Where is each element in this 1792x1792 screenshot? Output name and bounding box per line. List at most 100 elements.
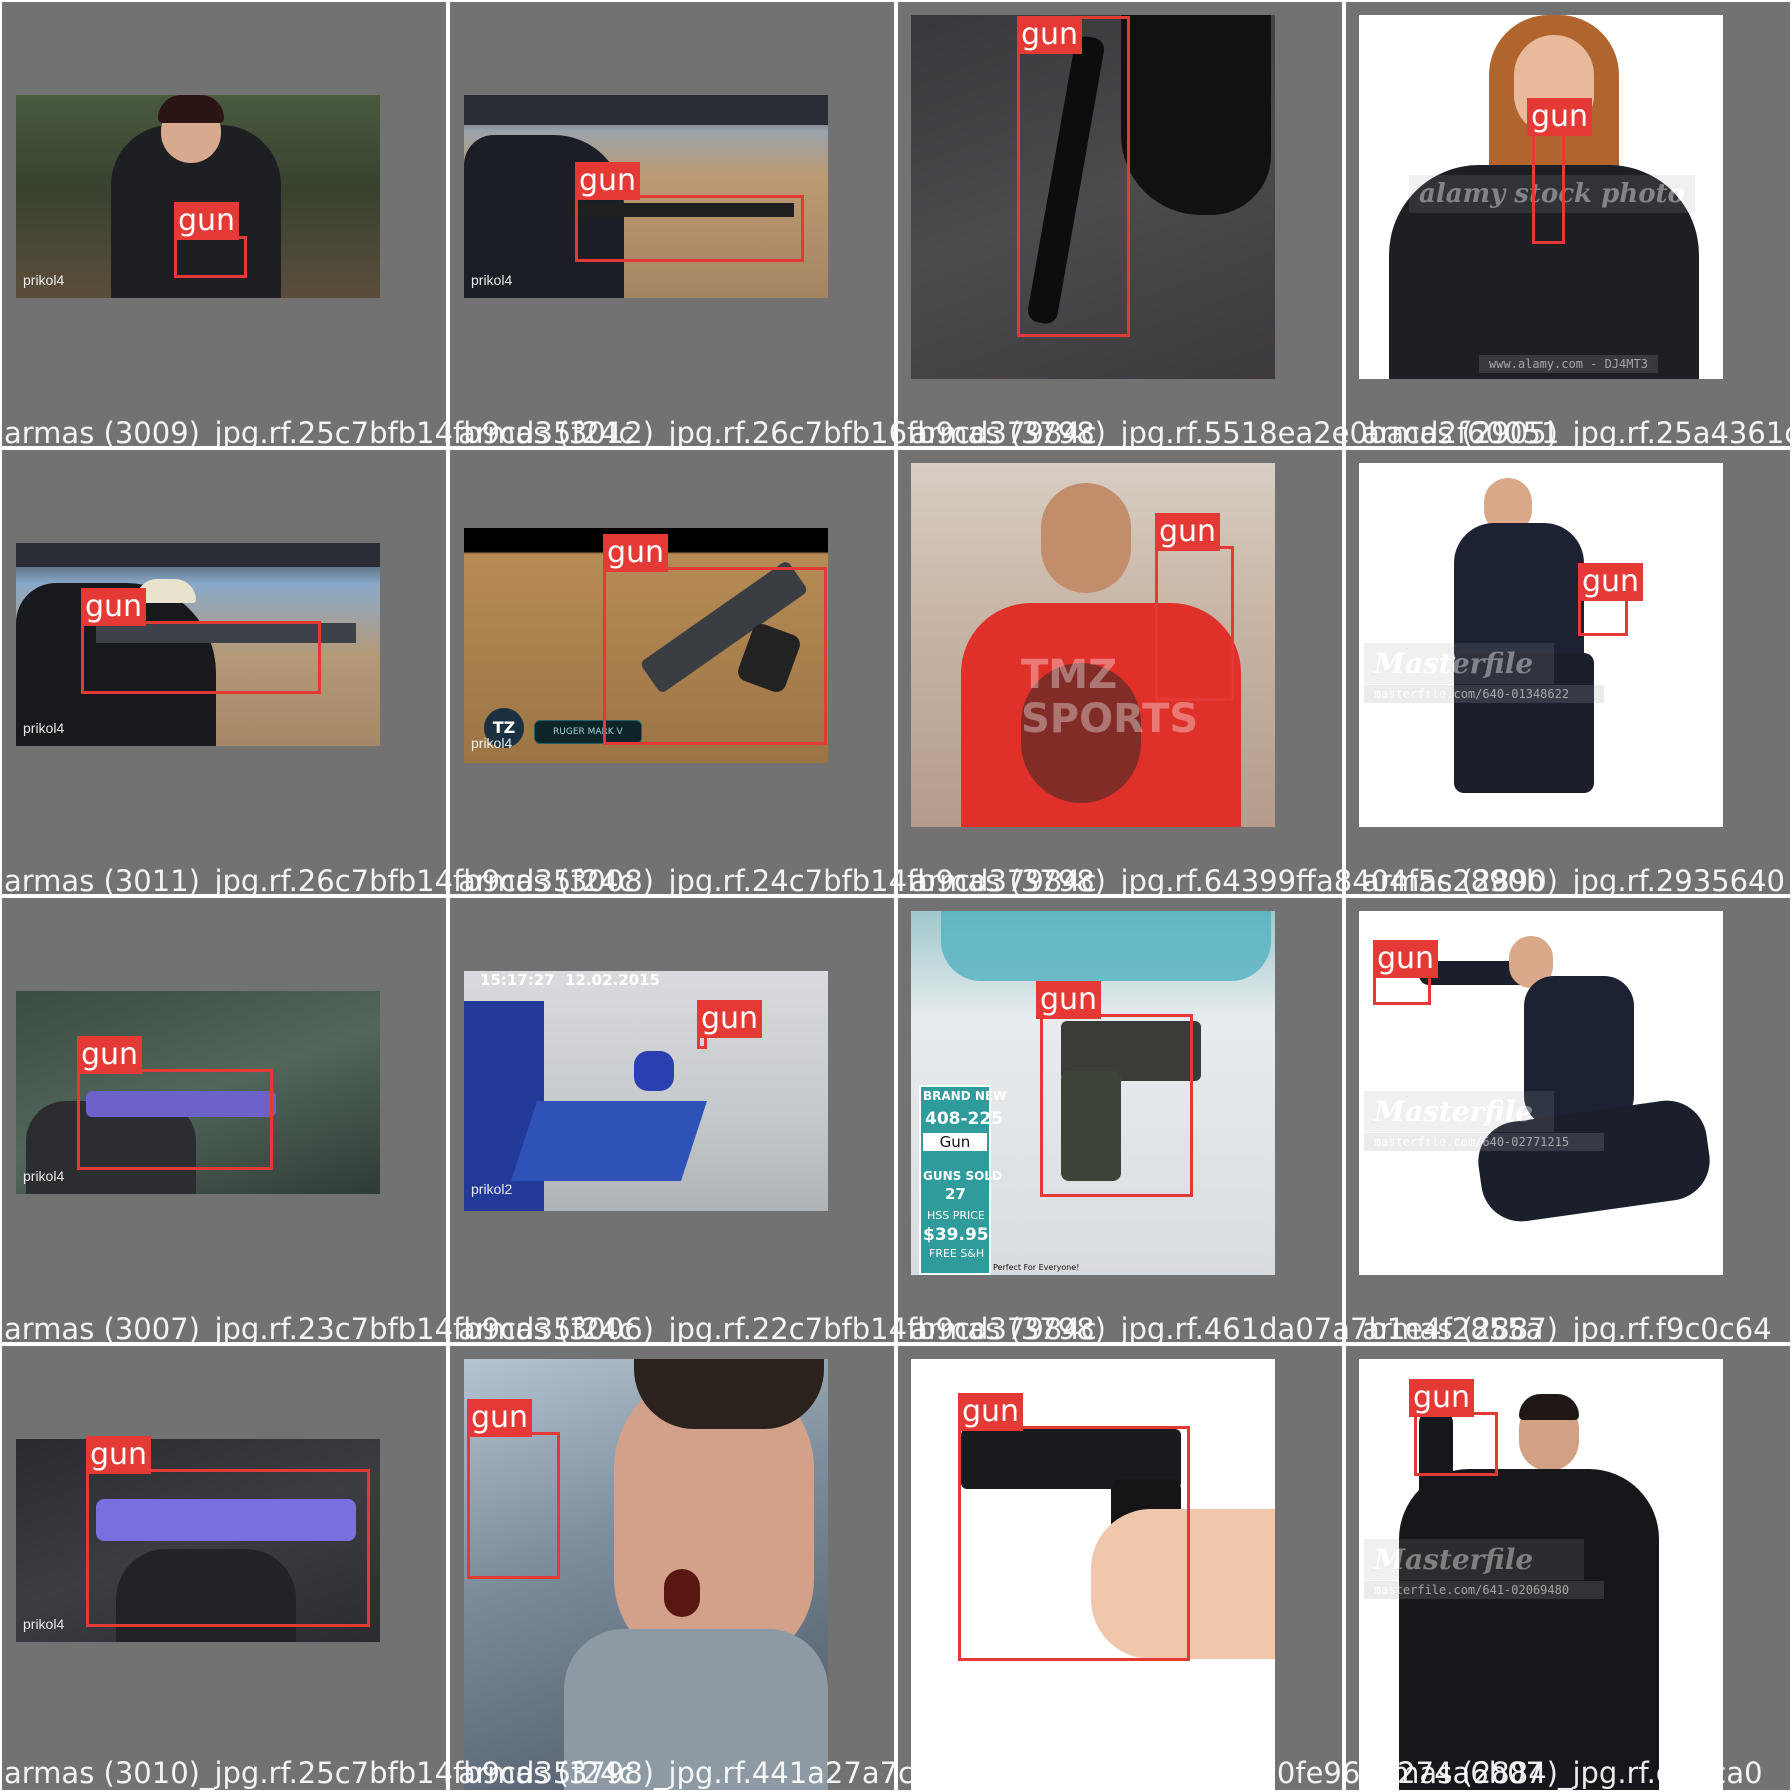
detection-label: gun	[1017, 16, 1083, 54]
detection-label: gun	[86, 1436, 152, 1474]
sign-line-3: Gun	[923, 1133, 987, 1151]
tile-12: Masterfile masterfile.com/640-02771215 g…	[1344, 896, 1792, 1344]
tent-canopy	[16, 543, 380, 567]
detection-label: gun	[1155, 513, 1221, 551]
detection-box	[1155, 546, 1234, 701]
detection-box	[958, 1426, 1190, 1661]
tile-15: gun	[896, 1344, 1344, 1792]
detection-box	[1532, 131, 1565, 244]
watermark-text: prikol4	[23, 1616, 65, 1632]
detection-label: gun	[958, 1393, 1024, 1431]
watermark-text: prikol4	[23, 272, 65, 288]
photo	[464, 1359, 828, 1790]
tile-4: alamy stock photo www.alamy.com - DJ4MT3…	[1344, 0, 1792, 448]
tile-9: prikol4 gun	[0, 896, 448, 1344]
shirt-print	[1021, 663, 1141, 803]
detection-label: gun	[77, 1036, 143, 1074]
stock-watermark: Masterfile	[1364, 643, 1554, 684]
officer-body	[1454, 523, 1584, 663]
hair	[634, 1359, 824, 1429]
photo: Masterfile masterfile.com/640-01348622	[1359, 463, 1723, 827]
watermark-text: prikol2	[471, 1181, 513, 1197]
detection-label: gun	[467, 1399, 533, 1437]
tile-3: gun	[896, 0, 1344, 448]
detection-label: gun	[575, 162, 641, 200]
suit	[1399, 1469, 1659, 1790]
officer-legs	[1454, 653, 1594, 793]
tile-7: TMZ SPORTS gun	[896, 448, 1344, 896]
detection-box	[174, 236, 247, 278]
detection-label: gun	[174, 202, 240, 240]
detection-label: gun	[1373, 940, 1439, 978]
detection-box	[1040, 1014, 1193, 1197]
watermark-text: prikol4	[471, 272, 513, 288]
photo: Masterfile masterfile.com/641-02069480	[1359, 1359, 1723, 1790]
caption-text: RUGER MARK V	[534, 720, 642, 744]
tile-1: prikol4 gun	[0, 0, 448, 448]
photo: prikol4	[16, 991, 380, 1194]
stock-id: masterfile.com/640-01348622	[1364, 685, 1604, 703]
jacket	[1389, 165, 1699, 379]
tile-13: prikol4 gun	[0, 1344, 448, 1792]
detection-label: gun	[1409, 1379, 1475, 1417]
stock-watermark: Masterfile	[1364, 1091, 1554, 1132]
tile-6: TZ RUGER MARK V prikol4 gun	[448, 448, 896, 896]
overlay-watermark: TMZ SPORTS	[1021, 652, 1199, 742]
tile-11: BRAND NEW 408-225 Gun GUNS SOLD 27 HSS P…	[896, 896, 1344, 1344]
grip-shape	[1061, 1071, 1121, 1181]
watermark-text: prikol4	[471, 735, 513, 751]
detection-box	[77, 1069, 273, 1170]
pistol-shape	[86, 1091, 276, 1117]
glove-shape	[1121, 15, 1271, 215]
desk	[511, 1101, 707, 1181]
sign-line-4: GUNS SOLD	[923, 1169, 1002, 1183]
detection-label: gun	[81, 588, 147, 626]
raised-arm	[1419, 1409, 1453, 1519]
detection-box	[1017, 16, 1130, 337]
photo	[911, 15, 1275, 379]
detection-label: gun	[1036, 981, 1102, 1019]
rifle-shape	[574, 203, 794, 217]
tile-5: prikol4 gun	[0, 448, 448, 896]
hand	[1091, 1509, 1275, 1659]
mouth	[664, 1569, 700, 1617]
ribbon	[941, 911, 1271, 981]
stock-id: masterfile.com/641-02069480	[1364, 1581, 1604, 1599]
tent-canopy	[464, 95, 828, 125]
tile-2: prikol4 gun	[448, 0, 896, 448]
watermark-text: prikol4	[23, 1168, 65, 1184]
photo: BRAND NEW 408-225 Gun GUNS SOLD 27 HSS P…	[911, 911, 1275, 1275]
detection-label: gun	[1578, 563, 1644, 601]
photo: prikol4	[16, 1439, 380, 1642]
detection-box	[1578, 596, 1628, 636]
stock-watermark: Masterfile	[1364, 1539, 1584, 1580]
sign-line-1: BRAND NEW	[923, 1089, 1007, 1103]
watermark-text: prikol4	[23, 720, 65, 736]
hat	[158, 95, 224, 123]
sign-line-6: HSS PRICE	[927, 1209, 985, 1222]
stock-id: www.alamy.com - DJ4MT3	[1479, 355, 1658, 373]
collar	[564, 1629, 828, 1790]
head	[1041, 483, 1131, 593]
detection-box	[86, 1469, 370, 1627]
detection-label: gun	[603, 534, 669, 572]
stock-id: masterfile.com/640-02771215	[1364, 1133, 1604, 1151]
sign-line-2: 408-225	[925, 1109, 1004, 1129]
tile-10: 15:17:27 12.02.2015 prikol2 gun	[448, 896, 896, 1344]
channel-badge: TZ	[484, 708, 524, 748]
tile-8: Masterfile masterfile.com/640-01348622 g…	[1344, 448, 1792, 896]
officer-body	[1524, 976, 1634, 1126]
tile-14: gun	[448, 1344, 896, 1792]
chair	[634, 1051, 674, 1091]
detection-label: gun	[697, 1000, 763, 1038]
rifle-shape	[96, 623, 356, 643]
detection-box	[575, 195, 804, 262]
sign-line-9: Perfect For Everyone!	[993, 1263, 1080, 1272]
pistol-shape	[96, 1499, 356, 1541]
photo: 15:17:27 12.02.2015 prikol2	[464, 971, 828, 1211]
sign-line-8: FREE S&H	[929, 1247, 985, 1260]
tile-16: Masterfile masterfile.com/641-02069480 g…	[1344, 1344, 1792, 1792]
timestamp: 15:17:27 12.02.2015	[480, 971, 660, 989]
hair	[1519, 1394, 1579, 1420]
